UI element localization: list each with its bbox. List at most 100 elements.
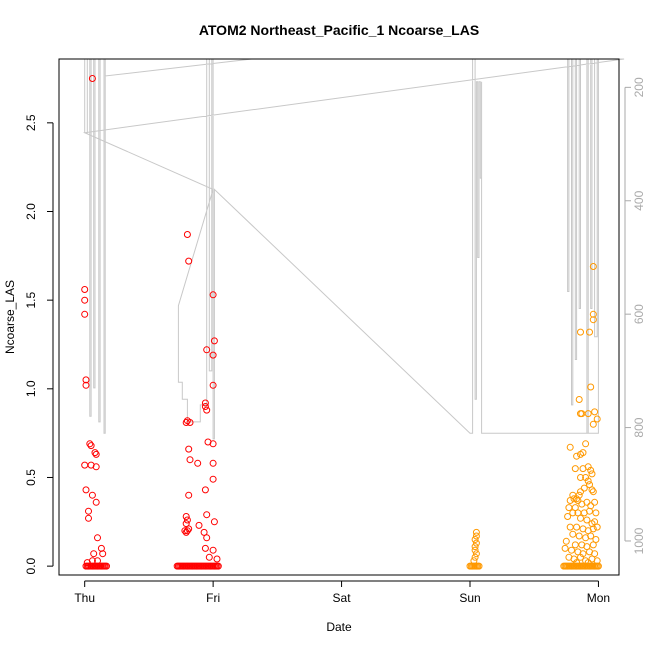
data-point	[209, 351, 217, 359]
data-point	[575, 396, 583, 403]
data-point	[592, 509, 600, 517]
data-point	[583, 498, 591, 506]
data-point	[200, 528, 208, 536]
data-point	[589, 488, 597, 496]
data-point	[185, 445, 193, 453]
data-point	[81, 310, 89, 318]
data-point	[183, 516, 191, 524]
data-point	[86, 440, 94, 448]
data-point	[205, 553, 213, 561]
data-point	[209, 291, 217, 299]
data-point	[573, 523, 581, 531]
data-point	[472, 532, 480, 540]
data-point	[589, 541, 597, 549]
data-point	[82, 381, 90, 389]
data-point	[201, 544, 209, 552]
y-tick-label: 1.5	[24, 291, 38, 308]
data-point	[195, 521, 203, 529]
data-point	[589, 316, 597, 324]
data-point	[566, 443, 574, 451]
data-point	[573, 559, 581, 567]
data-point	[561, 544, 569, 552]
plot-frame	[58, 58, 620, 576]
data-point	[92, 498, 100, 506]
data-point	[475, 562, 483, 570]
data-point	[181, 527, 189, 535]
y-tick-label: 0.0	[24, 557, 38, 574]
x-tick-label: Thu	[74, 591, 95, 605]
data-point	[588, 470, 596, 478]
data-point	[201, 486, 209, 494]
data-point	[591, 408, 599, 416]
data-point	[186, 456, 194, 464]
data-point	[209, 459, 217, 467]
data-point	[587, 532, 595, 540]
data-point	[203, 346, 211, 354]
chart-title: ATOM2 Northeast_Pacific_1 Ncoarse_LAS	[199, 22, 479, 38]
data-point	[562, 537, 570, 545]
data-point	[183, 527, 191, 535]
y-tick-label: 1.0	[24, 380, 38, 397]
data-point	[185, 257, 193, 265]
data-point	[91, 449, 99, 457]
data-point	[592, 536, 600, 543]
data-point	[87, 442, 95, 450]
data-point	[472, 550, 480, 558]
data-point	[214, 562, 222, 570]
data-point	[589, 310, 597, 318]
data-point	[589, 263, 597, 270]
y-axis-label: Ncoarse_LAS	[3, 280, 17, 354]
data-point	[584, 559, 592, 567]
data-point	[587, 383, 595, 391]
data-point	[593, 523, 601, 531]
data-point	[81, 286, 89, 293]
y2-tick-label: 600	[632, 304, 646, 324]
data-point	[577, 488, 584, 496]
data-point	[575, 532, 583, 540]
data-point	[85, 514, 92, 522]
data-point	[586, 507, 593, 515]
y-tick-label: 0.5	[24, 469, 38, 486]
x-tick-label: Sat	[333, 591, 352, 605]
data-point	[588, 486, 596, 494]
points-layer	[81, 75, 602, 570]
data-point	[579, 449, 587, 457]
data-point	[471, 546, 479, 554]
data-point	[471, 543, 479, 551]
data-point	[201, 399, 209, 407]
data-point	[186, 419, 194, 426]
data-point	[88, 557, 96, 565]
data-point	[591, 498, 599, 506]
data-point	[201, 403, 209, 410]
data-point	[82, 376, 90, 384]
data-point	[183, 231, 191, 238]
data-point	[583, 516, 591, 524]
data-point	[589, 420, 597, 428]
data-point	[577, 328, 584, 336]
data-point	[88, 491, 96, 499]
data-point	[577, 474, 584, 481]
data-point	[568, 546, 575, 554]
data-point	[594, 562, 602, 570]
data-point	[182, 419, 190, 426]
x-axis-label: Date	[326, 620, 352, 634]
data-point	[210, 337, 218, 345]
data-point	[82, 486, 90, 494]
data-point	[185, 491, 193, 499]
data-point	[584, 410, 592, 418]
data-point	[209, 546, 217, 554]
y2-tick-label: 1000	[632, 527, 646, 554]
data-point	[569, 530, 577, 538]
y2-tick-label: 400	[632, 190, 646, 210]
y2-tick-label: 800	[632, 417, 646, 437]
data-point	[471, 536, 479, 543]
data-point	[589, 525, 597, 533]
data-point	[203, 406, 211, 414]
data-point	[203, 534, 211, 542]
x-tick-label: Sun	[459, 591, 480, 605]
data-point	[182, 513, 190, 520]
y-tick-label: 2.5	[24, 114, 38, 131]
data-point	[587, 466, 595, 474]
data-point	[471, 553, 479, 561]
